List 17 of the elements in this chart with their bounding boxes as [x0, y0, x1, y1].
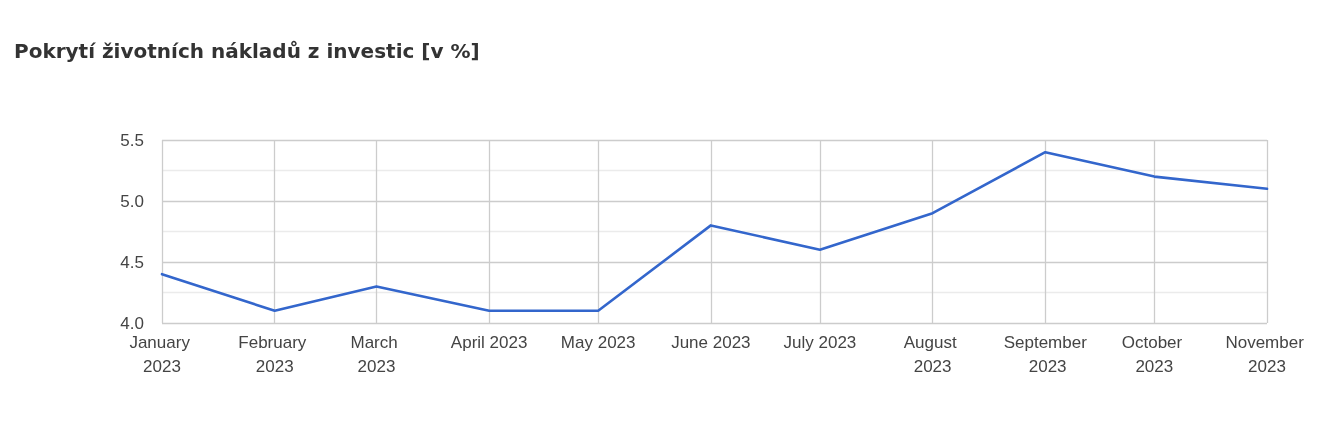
x-tick-label: October 2023	[1121, 332, 1187, 376]
y-tick-label: 4.5	[120, 252, 144, 272]
y-tick-label: 5.0	[120, 191, 144, 211]
x-tick-label: January 2023	[129, 332, 195, 376]
x-tick-label: May 2023	[560, 332, 636, 352]
x-tick-label: August 2023	[903, 332, 962, 376]
chart-title: Pokrytí životních nákladů z investic [v %]	[14, 39, 480, 63]
x-tick-label: July 2023	[783, 332, 857, 352]
x-tick-label: February 2023	[238, 332, 312, 376]
x-tick-label: June 2023	[671, 332, 751, 352]
x-tick-label: September 2023	[1003, 332, 1088, 376]
x-tick-label: November 2023	[1225, 332, 1309, 376]
y-tick-label: 4.0	[120, 313, 144, 333]
x-tick-label: April 2023	[450, 332, 528, 352]
line-series	[160, 150, 1269, 313]
y-tick-label: 5.5	[120, 130, 144, 150]
x-tick-label: March 2023	[350, 332, 403, 376]
